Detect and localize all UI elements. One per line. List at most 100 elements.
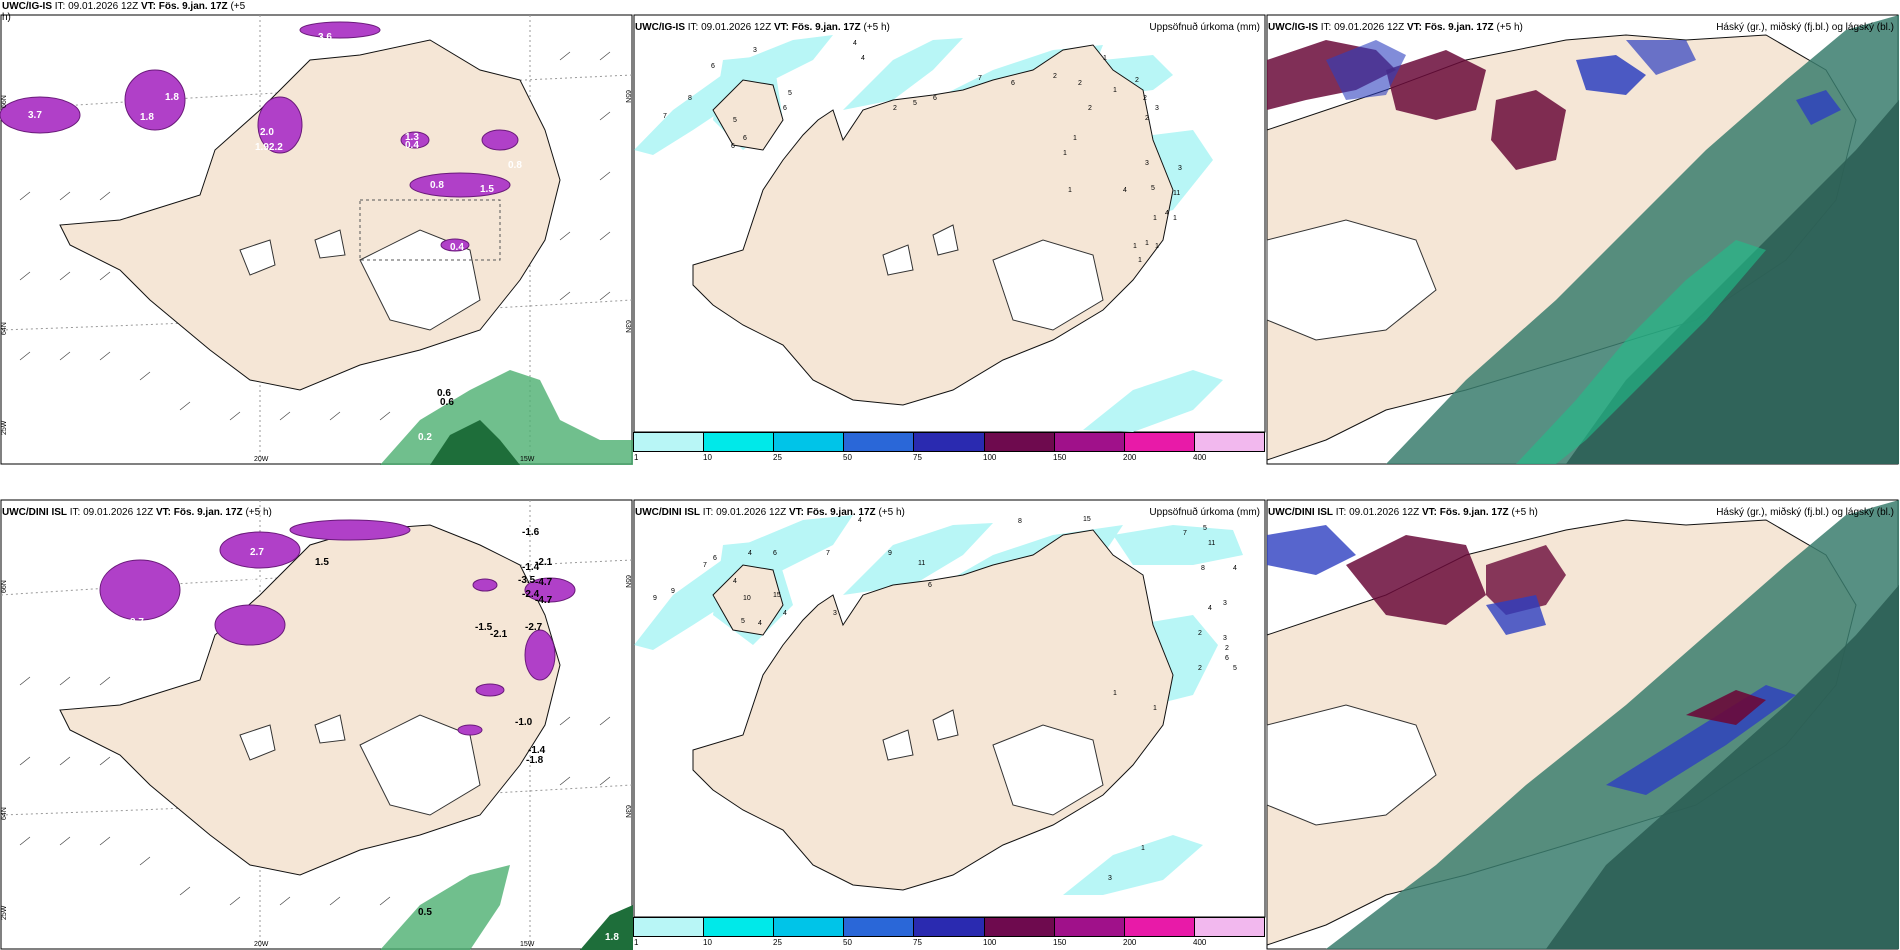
precip-value: 15 bbox=[1083, 516, 1091, 523]
panel-bottom-right: UWC/DINI ISL IT: 09.01.2026 12Z VT: Fös.… bbox=[1266, 485, 1900, 950]
precip-value: 3 bbox=[1108, 875, 1112, 882]
precip-value: 4 bbox=[758, 620, 762, 627]
precip-value: 6 bbox=[713, 555, 717, 562]
panel-right-label: Uppsöfnuð úrkoma (mm) bbox=[1149, 507, 1260, 518]
step: (+5 h) bbox=[1511, 507, 1538, 518]
model-name: UWC/IG-IS bbox=[635, 22, 685, 33]
step: (+5 h) bbox=[245, 507, 272, 518]
precip-value: 4 bbox=[861, 55, 865, 62]
colorbar-swatch bbox=[1124, 433, 1195, 451]
contour-label: 1.92.2 bbox=[255, 142, 283, 153]
map-wind-precip-bottom: 3.7 2.0 1.5 -1.6 -1.4 -2.1 -3.5 -4.7 -2.… bbox=[0, 499, 633, 950]
valid-time: VT: Fös. 9.jan. 17Z bbox=[773, 22, 861, 33]
colorbar-label: 50 bbox=[843, 938, 852, 947]
panel-title: UWC/DINI ISL IT: 09.01.2026 12Z VT: Fös.… bbox=[1268, 507, 1538, 518]
precip-value: 1 bbox=[1155, 243, 1159, 250]
init-time: IT: 09.01.2026 12Z bbox=[687, 22, 772, 33]
contour-label: -2.7 bbox=[525, 622, 543, 633]
contour-label: 2.0 bbox=[250, 577, 264, 588]
colorbar-swatch bbox=[1124, 918, 1195, 936]
contour-label: 0.6 bbox=[437, 388, 451, 399]
map-accum-precip-bottom: 4 8 15 7 5 11 8 4 7 6 4 6 7 9 11 6 3 4 9… bbox=[633, 499, 1266, 918]
colorbar-swatch bbox=[844, 918, 915, 936]
precip-value: 5 bbox=[1233, 665, 1237, 672]
precip-value: 4 bbox=[1208, 605, 1212, 612]
map-clouds-bottom bbox=[1266, 499, 1899, 950]
contour-label: 2.7 bbox=[250, 547, 264, 558]
precip-value: 5 bbox=[788, 90, 792, 97]
panel-top-left: 3.7 1.8 2.0 1.92.2 2.7 1.8 0.4 0.8 0.8 0… bbox=[0, 0, 633, 465]
colorbar-label: 200 bbox=[1123, 938, 1137, 947]
precip-value: 7 bbox=[703, 562, 707, 569]
contour-label: -4.7 bbox=[535, 577, 553, 588]
colorbar-swatch bbox=[1194, 918, 1264, 936]
panel-title: UWC/IG-IS IT: 09.01.2026 12Z VT: Fös. 9.… bbox=[2, 1, 245, 23]
precip-value: 1 bbox=[1153, 215, 1157, 222]
precip-value: 2 bbox=[893, 105, 897, 112]
lon-label: 25W bbox=[1, 420, 8, 435]
map-wind-precip-top: 3.7 1.8 2.0 1.92.2 2.7 1.8 0.4 0.8 0.8 0… bbox=[0, 14, 633, 465]
contour-label: -4.7 bbox=[535, 595, 553, 606]
contour-label: -1.5 bbox=[475, 622, 493, 633]
precip-value: 9 bbox=[653, 595, 657, 602]
colorbar-label: 75 bbox=[913, 453, 922, 462]
precip-value: 8 bbox=[1018, 518, 1022, 525]
precip-value: 6 bbox=[773, 550, 777, 557]
colorbar-swatch bbox=[774, 433, 845, 451]
model-name: UWC/DINI ISL bbox=[2, 507, 67, 518]
panel-top-right: UWC/IG-IS IT: 09.01.2026 12Z VT: Fös. 9.… bbox=[1266, 0, 1900, 465]
contour-label: 0.6 bbox=[440, 397, 454, 408]
colorbar-labels: 1 10 25 50 75 100 150 200 400 bbox=[633, 938, 1265, 948]
colorbar-label: 10 bbox=[703, 938, 712, 947]
colorbar-label: 25 bbox=[773, 453, 782, 462]
colorbar-label: 200 bbox=[1123, 453, 1137, 462]
precip-value: 5 bbox=[1151, 185, 1155, 192]
precip-value: 2 bbox=[1198, 630, 1202, 637]
lat-label: 63N bbox=[624, 320, 631, 333]
colorbar-label: 1 bbox=[634, 938, 639, 947]
precip-value: 9 bbox=[671, 588, 675, 595]
valid-time: VT: Fös. 9.jan. 17Z bbox=[1406, 22, 1494, 33]
precip-value: 1 bbox=[1153, 705, 1157, 712]
map-accum-precip-top: 3 4 4 6 8 7 5 6 6 6 5 2 5 6 7 6 2 2 1 1 … bbox=[633, 14, 1266, 433]
contour-label: -1.4 bbox=[522, 562, 540, 573]
contour-label: -1.6 bbox=[522, 527, 540, 538]
contour-label: 3.7 bbox=[28, 110, 42, 121]
precip-value: 2 bbox=[1225, 645, 1229, 652]
precip-value: 7 bbox=[978, 75, 982, 82]
colorbar-label: 10 bbox=[703, 453, 712, 462]
precip-value: 4 bbox=[733, 578, 737, 585]
colorbar-label: 400 bbox=[1193, 938, 1207, 947]
precip-value: 2 bbox=[1198, 665, 1202, 672]
precip-value: 6 bbox=[933, 95, 937, 102]
contour-label: 2.7 bbox=[130, 137, 144, 148]
precip-value: 1 bbox=[1103, 55, 1107, 62]
colorbar-labels: 1 10 25 50 75 100 150 200 400 bbox=[633, 453, 1265, 463]
step: (+5 h) bbox=[863, 22, 890, 33]
colorbar-swatch bbox=[634, 918, 705, 936]
precip-value: 1 bbox=[1138, 257, 1142, 264]
init-time: IT: 09.01.2026 12Z bbox=[1320, 22, 1405, 33]
contour-label: 3.7 bbox=[130, 617, 144, 628]
precip-value: 1 bbox=[1145, 240, 1149, 247]
contour-label: 0.8 bbox=[508, 160, 522, 171]
precip-value: 7 bbox=[663, 113, 667, 120]
contour-label: 0.8 bbox=[430, 180, 444, 191]
precip-value: 2 bbox=[1078, 80, 1082, 87]
panel-title: UWC/IG-IS IT: 09.01.2026 12Z VT: Fös. 9.… bbox=[635, 22, 890, 33]
contour-label: 2.0 bbox=[260, 127, 274, 138]
precip-value: 6 bbox=[928, 582, 932, 589]
precip-value: 11 bbox=[918, 560, 925, 567]
step: (+5 bbox=[230, 1, 246, 12]
precip-value: 3 bbox=[1223, 635, 1227, 642]
precip-value: 4 bbox=[1165, 210, 1169, 217]
panel-top-middle: 3 4 4 6 8 7 5 6 6 6 5 2 5 6 7 6 2 2 1 1 … bbox=[633, 0, 1266, 465]
lon-label: 20W bbox=[254, 456, 269, 463]
contour-label: 0.5 bbox=[418, 907, 432, 918]
precip-value: 7 bbox=[826, 550, 830, 557]
precip-value: 1 bbox=[1113, 690, 1117, 697]
precip-value: 6 bbox=[1225, 655, 1229, 662]
colorbar-swatch bbox=[774, 918, 845, 936]
colorbar-label: 50 bbox=[843, 453, 852, 462]
contour-label: -1.0 bbox=[515, 717, 533, 728]
